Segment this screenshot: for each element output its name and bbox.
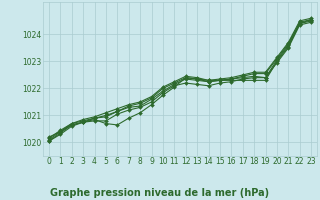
Text: Graphe pression niveau de la mer (hPa): Graphe pression niveau de la mer (hPa) bbox=[51, 188, 269, 198]
